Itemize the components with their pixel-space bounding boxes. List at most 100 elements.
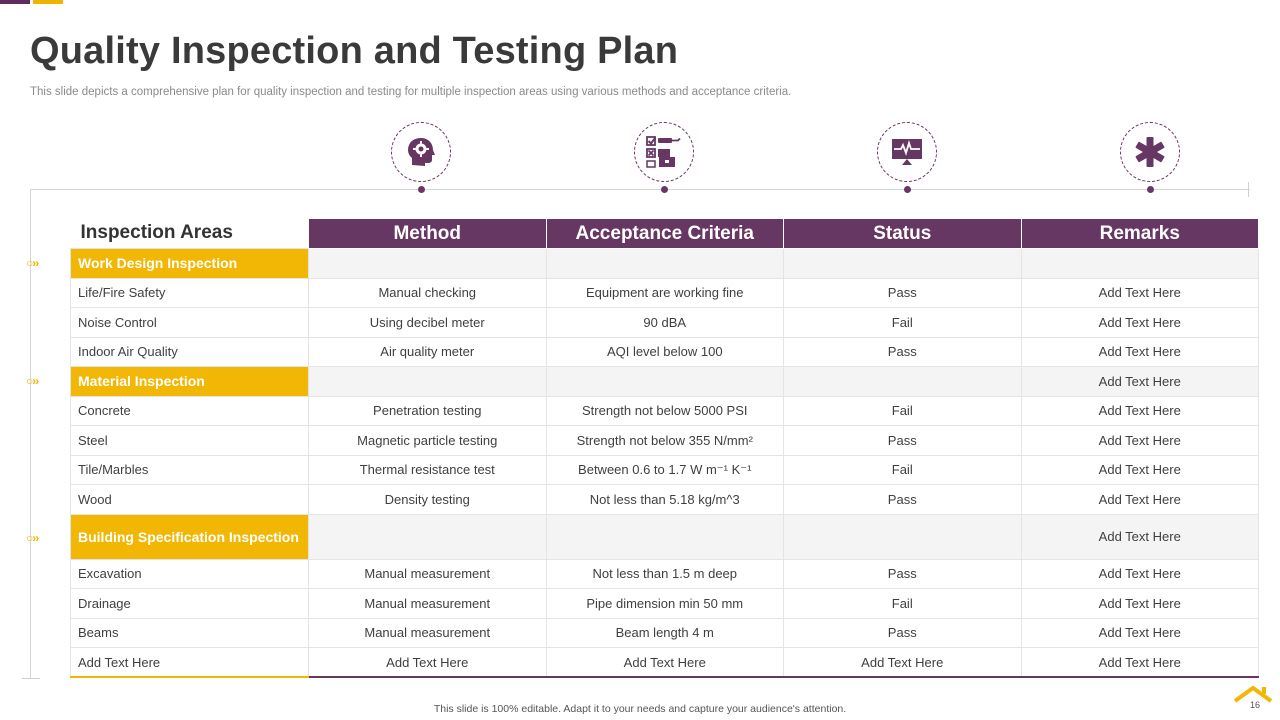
remarks-cell: Add Text Here <box>1020 647 1259 678</box>
area-cell: Add Text Here <box>70 647 309 678</box>
area-cell: Wood <box>70 484 309 515</box>
criteria-cell: Strength not below 355 N/mm² <box>545 425 784 456</box>
section-arrow-icon: ○›› <box>26 531 39 545</box>
method-cell: Manual measurement <box>308 588 547 619</box>
section-row: Building Specification Inspection Add Te… <box>70 513 1259 560</box>
header-remarks: Remarks <box>1020 218 1259 249</box>
method-cell: Manual checking <box>308 277 547 308</box>
table-row: Concrete Penetration testing Strength no… <box>70 395 1259 426</box>
remarks-cell: Add Text Here <box>1020 454 1259 485</box>
section-label: Material Inspection <box>70 366 309 397</box>
area-cell: Noise Control <box>70 307 309 338</box>
area-cell: Steel <box>70 425 309 456</box>
table-row: Beams Manual measurement Beam length 4 m… <box>70 617 1259 648</box>
table-row: Noise Control Using decibel meter 90 dBA… <box>70 307 1259 338</box>
status-cell: Add Text Here <box>783 647 1022 678</box>
remarks-cell: Add Text Here <box>1020 558 1259 589</box>
area-cell: Excavation <box>70 558 309 589</box>
checklist-icon-circle <box>634 122 694 182</box>
remarks-cell: Add Text Here <box>1020 395 1259 426</box>
method-cell: Penetration testing <box>308 395 547 426</box>
inspection-table: Inspection Areas Method Acceptance Crite… <box>70 218 1259 678</box>
table-header-row: Inspection Areas Method Acceptance Crite… <box>70 218 1259 249</box>
table-row: Excavation Manual measurement Not less t… <box>70 558 1259 589</box>
accent-bar-yellow <box>33 0 63 4</box>
vertical-guide-foot <box>22 678 40 679</box>
table-row: Add Text Here Add Text Here Add Text Her… <box>70 647 1259 678</box>
remarks-cell: Add Text Here <box>1020 484 1259 515</box>
criteria-cell: Pipe dimension min 50 mm <box>545 588 784 619</box>
home-icon[interactable] <box>1232 684 1274 704</box>
criteria-cell: AQI level below 100 <box>545 336 784 367</box>
accent-bar-purple <box>0 0 30 4</box>
status-cell: Fail <box>783 395 1022 426</box>
header-acceptance-criteria: Acceptance Criteria <box>545 218 784 249</box>
header-method: Method <box>308 218 547 249</box>
status-cell: Pass <box>783 617 1022 648</box>
page-subtitle: This slide depicts a comprehensive plan … <box>30 86 792 98</box>
remarks-cell: Add Text Here <box>1020 366 1259 397</box>
header-status: Status <box>783 218 1022 249</box>
area-cell: Life/Fire Safety <box>70 277 309 308</box>
section-arrow-icon: ○›› <box>26 374 39 388</box>
criteria-cell: Between 0.6 to 1.7 W m⁻¹ K⁻¹ <box>545 454 784 485</box>
method-cell: Density testing <box>308 484 547 515</box>
status-cell: Pass <box>783 277 1022 308</box>
remarks-cell: Add Text Here <box>1020 617 1259 648</box>
criteria-cell: Beam length 4 m <box>545 617 784 648</box>
area-cell: Concrete <box>70 395 309 426</box>
status-cell <box>783 248 1022 279</box>
table-row: Tile/Marbles Thermal resistance test Bet… <box>70 454 1259 485</box>
area-cell: Indoor Air Quality <box>70 336 309 367</box>
method-cell <box>308 513 547 560</box>
table-row: Indoor Air Quality Air quality meter AQI… <box>70 336 1259 367</box>
area-cell: Drainage <box>70 588 309 619</box>
table-row: Steel Magnetic particle testing Strength… <box>70 425 1259 456</box>
section-label: Work Design Inspection <box>70 248 309 279</box>
monitor-pulse-icon-circle <box>877 122 937 182</box>
section-arrow-icon: ○›› <box>26 256 39 270</box>
head-gear-icon <box>408 138 435 166</box>
page-title: Quality Inspection and Testing Plan <box>30 30 679 72</box>
status-cell: Pass <box>783 425 1022 456</box>
monitor-pulse-icon <box>892 139 922 165</box>
method-cell: Thermal resistance test <box>308 454 547 485</box>
status-cell: Pass <box>783 558 1022 589</box>
method-cell <box>308 248 547 279</box>
method-cell: Air quality meter <box>308 336 547 367</box>
criteria-cell <box>545 248 784 279</box>
head-gear-icon-circle <box>391 122 451 182</box>
status-cell: Fail <box>783 307 1022 338</box>
vertical-guide-line <box>30 189 31 679</box>
method-cell: Manual measurement <box>308 558 547 589</box>
remarks-cell: Add Text Here <box>1020 588 1259 619</box>
remarks-cell: Add Text Here <box>1020 425 1259 456</box>
section-row: Work Design Inspection <box>70 248 1259 279</box>
criteria-cell: 90 dBA <box>545 307 784 338</box>
timeline-end-tick <box>1248 182 1249 197</box>
page-number: 16 <box>1250 700 1261 710</box>
checklist-icon <box>646 136 681 168</box>
status-cell: Fail <box>783 454 1022 485</box>
remarks-cell: Add Text Here <box>1020 336 1259 367</box>
timeline-dot <box>1147 186 1154 193</box>
timeline-dot <box>418 186 425 193</box>
criteria-cell: Add Text Here <box>545 647 784 678</box>
status-cell: Pass <box>783 336 1022 367</box>
timeline-line <box>30 189 1250 190</box>
table-row: Wood Density testing Not less than 5.18 … <box>70 484 1259 515</box>
method-cell: Add Text Here <box>308 647 547 678</box>
criteria-cell: Not less than 1.5 m deep <box>545 558 784 589</box>
status-cell: Fail <box>783 588 1022 619</box>
remarks-cell <box>1020 248 1259 279</box>
criteria-cell <box>545 366 784 397</box>
criteria-cell: Strength not below 5000 PSI <box>545 395 784 426</box>
slide-footer-note: This slide is 100% editable. Adapt it to… <box>433 703 847 715</box>
method-cell: Using decibel meter <box>308 307 547 338</box>
remarks-cell: Add Text Here <box>1020 513 1259 560</box>
method-cell: Magnetic particle testing <box>308 425 547 456</box>
section-row: Material Inspection Add Text Here <box>70 366 1259 397</box>
criteria-cell: Equipment are working fine <box>545 277 784 308</box>
remarks-cell: Add Text Here <box>1020 307 1259 338</box>
section-label: Building Specification Inspection <box>70 513 309 560</box>
